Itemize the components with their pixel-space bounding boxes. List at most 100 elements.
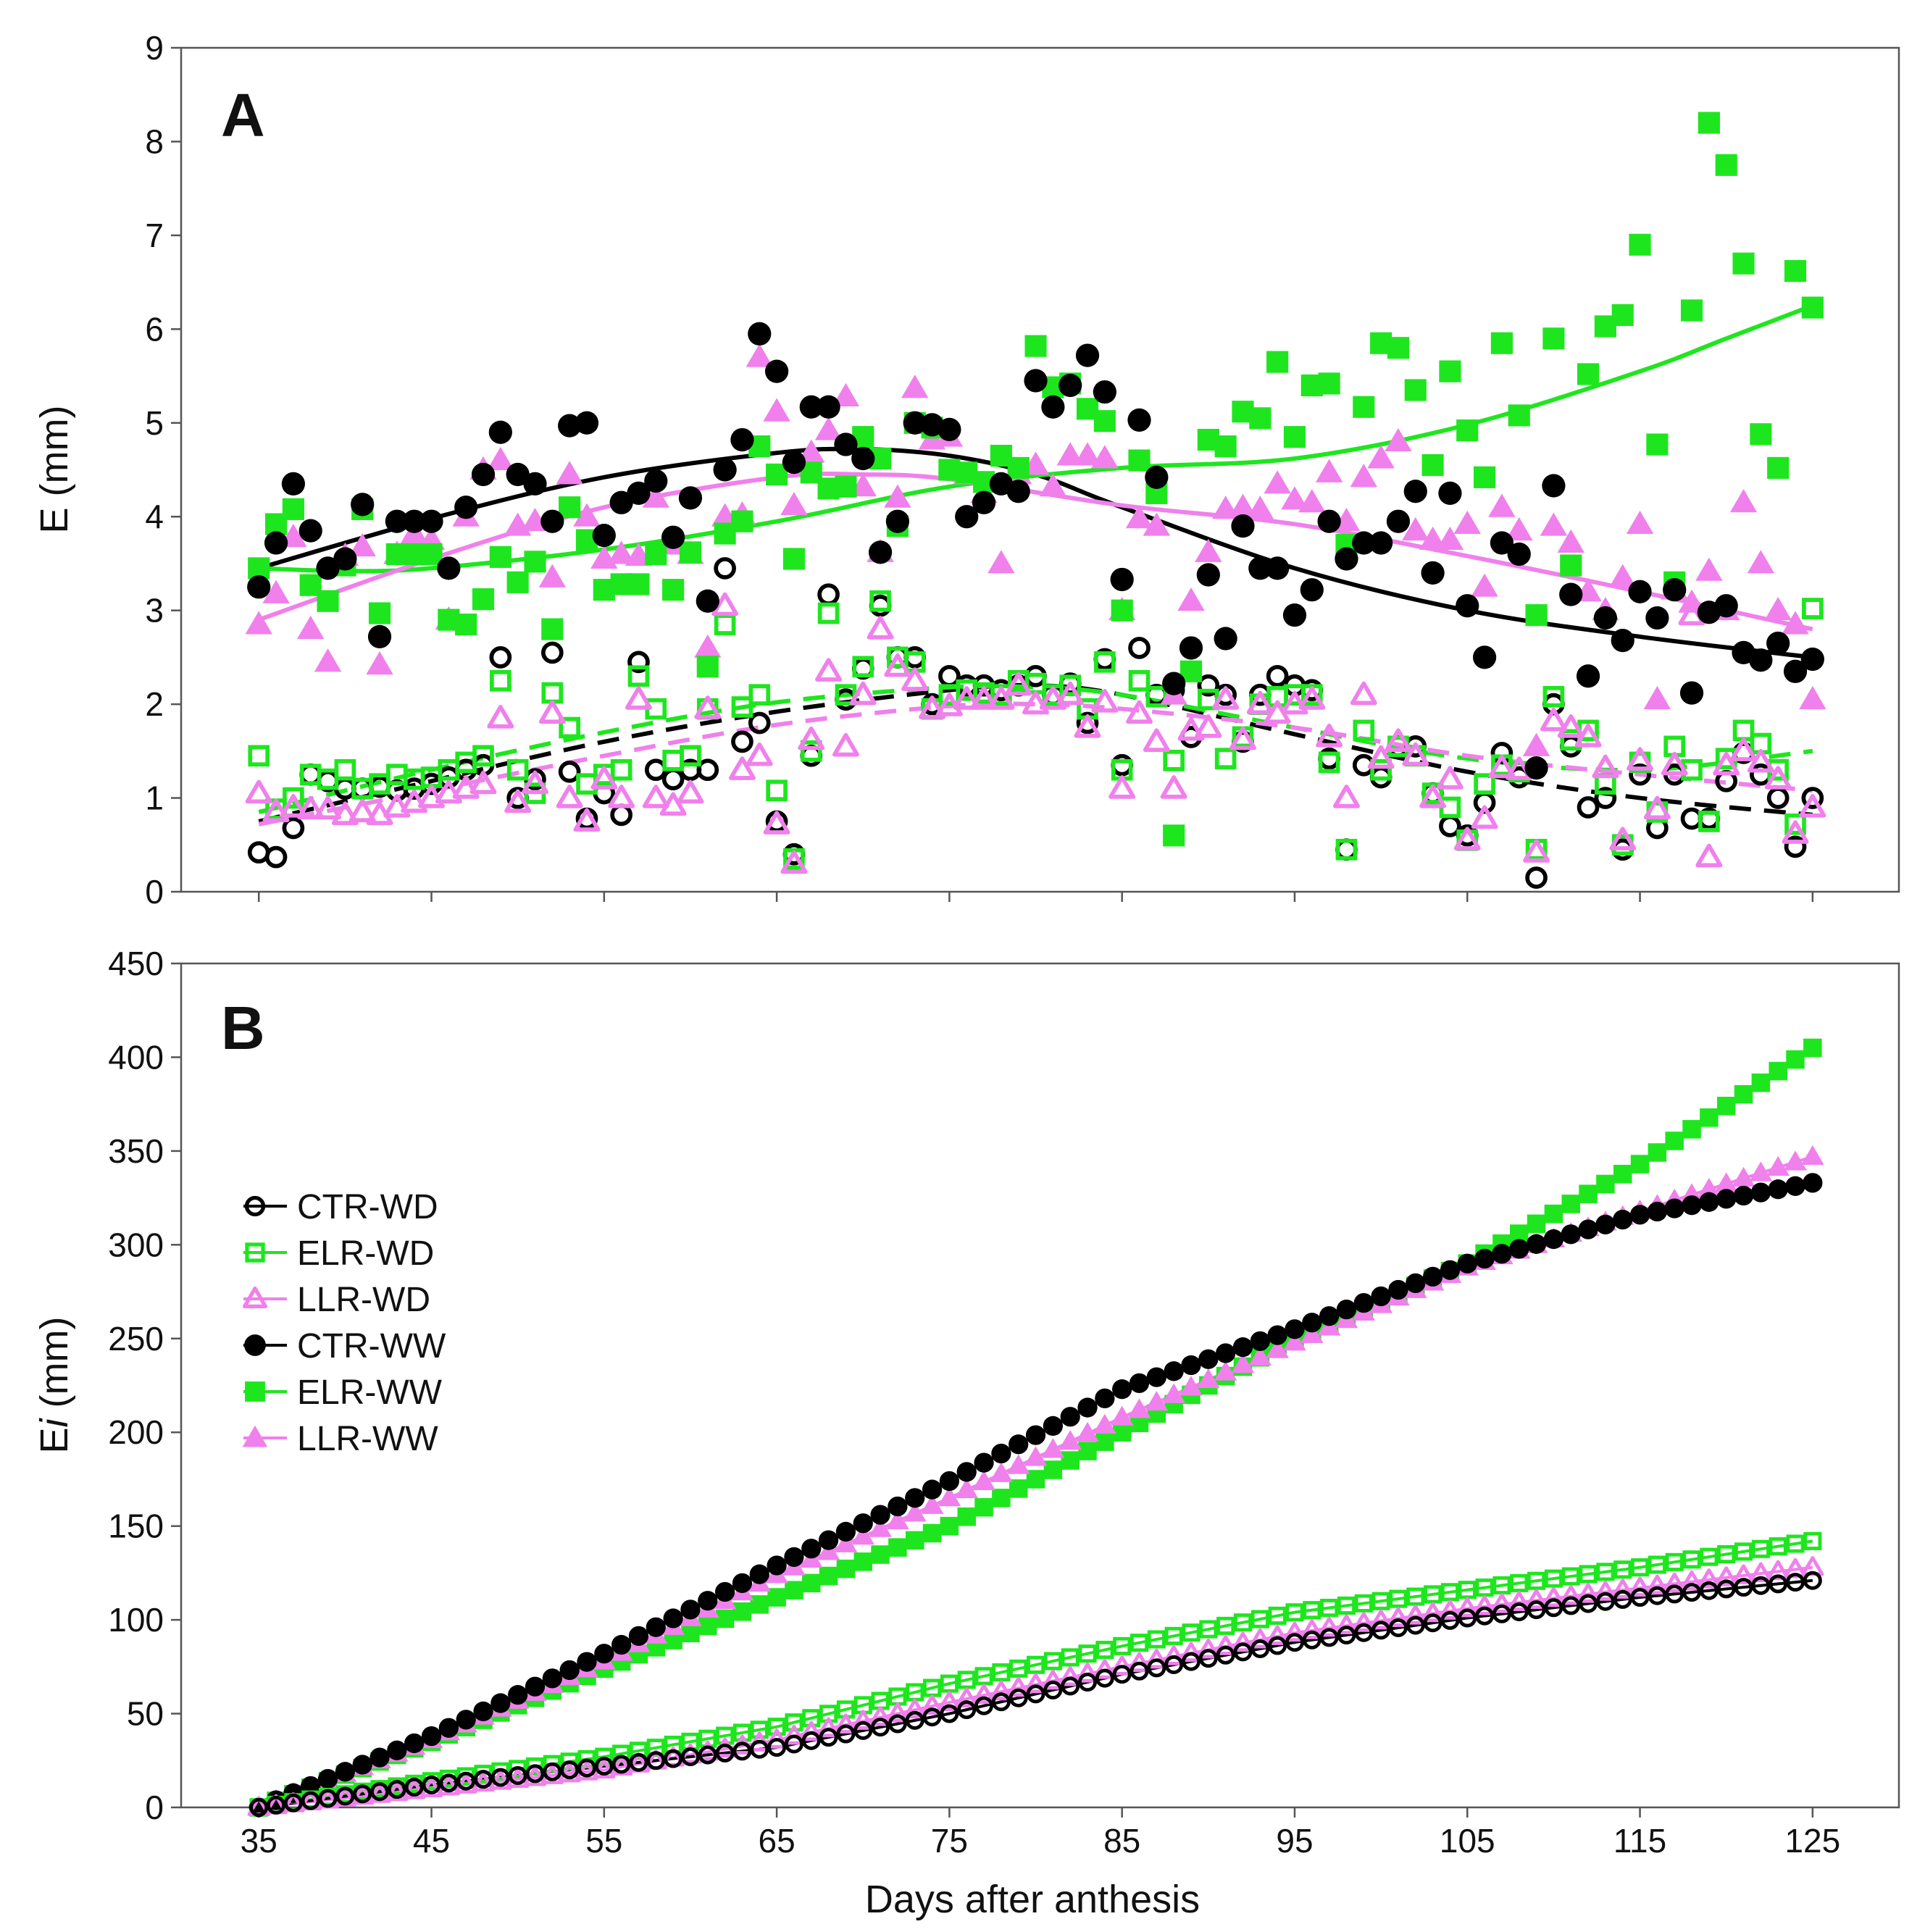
- point-elr-wd: [1802, 598, 1824, 619]
- point-ctr-ww: [1024, 369, 1048, 393]
- point-elr-wd: [1199, 1620, 1218, 1639]
- point-ctr-ww: [1043, 1415, 1064, 1437]
- point-llr-wd: [610, 1755, 633, 1776]
- point-llr-wd: [1197, 1638, 1220, 1659]
- point-llr-wd: [1732, 1564, 1755, 1584]
- point-elr-wd: [1784, 813, 1806, 835]
- point-llr-ww: [1609, 564, 1637, 587]
- point-elr-ww: [1629, 233, 1651, 256]
- panel-a-frame: [180, 46, 1900, 893]
- point-elr-wd: [1751, 1539, 1770, 1558]
- point-ctr-ww: [748, 322, 772, 346]
- point-ctr-ww: [1524, 756, 1548, 780]
- point-elr-wd: [731, 696, 753, 718]
- point-ctr-ww: [1129, 1373, 1150, 1394]
- point-elr-wd: [957, 1670, 976, 1689]
- point-elr-wd: [1717, 1544, 1736, 1564]
- point-llr-wd: [1214, 1635, 1237, 1655]
- point-ctr-ww: [419, 509, 443, 533]
- panel-b-x-tick-label: 75: [931, 1822, 968, 1860]
- point-ctr-wd: [1095, 1668, 1114, 1688]
- point-ctr-wd: [611, 1755, 631, 1774]
- point-ctr-wd: [801, 1731, 821, 1750]
- point-llr-ww: [1091, 445, 1119, 469]
- point-elr-wd: [1095, 1640, 1114, 1660]
- point-elr-wd: [732, 1723, 751, 1742]
- point-ctr-ww: [454, 495, 478, 519]
- point-llr-wd: [746, 742, 773, 766]
- point-llr-wd: [1056, 681, 1084, 706]
- point-llr-ww: [1782, 611, 1809, 635]
- point-ctr-ww: [1613, 1210, 1633, 1230]
- point-elr-ww: [1611, 304, 1634, 326]
- point-llr-wd: [1127, 1652, 1151, 1673]
- point-elr-ww: [1734, 1084, 1753, 1104]
- point-llr-wd: [1074, 714, 1101, 738]
- point-ctr-ww: [1406, 1273, 1426, 1294]
- legend-item-llr-wd: LLR-WD: [242, 1281, 430, 1319]
- point-ctr-wd: [1266, 664, 1289, 687]
- point-ctr-wd: [422, 1775, 441, 1794]
- point-elr-wd: [1510, 1573, 1529, 1592]
- point-ctr-ww: [1472, 645, 1497, 669]
- point-ctr-ww: [1800, 647, 1824, 672]
- point-llr-ww: [607, 540, 635, 564]
- point-ctr-ww: [1077, 1397, 1098, 1418]
- point-llr-wd: [1283, 1621, 1306, 1642]
- point-elr-ww: [1421, 453, 1444, 477]
- panel-b-points: [247, 1038, 1824, 1818]
- point-ctr-ww: [1509, 1239, 1529, 1259]
- point-elr-ww: [681, 1623, 700, 1642]
- point-elr-wd: [1371, 1592, 1390, 1610]
- point-ctr-ww: [1645, 606, 1669, 630]
- point-elr-ww: [1542, 327, 1565, 350]
- point-ctr-ww: [628, 1626, 649, 1647]
- point-elr-wd: [1698, 811, 1720, 832]
- point-elr-ww: [1214, 435, 1237, 458]
- point-llr-wd: [348, 798, 376, 823]
- point-llr-wd: [659, 792, 687, 816]
- point-llr-ww: [1488, 493, 1516, 517]
- point-llr-ww: [1714, 1172, 1738, 1192]
- point-ctr-wd: [957, 1700, 977, 1720]
- panel-b-x-tick-label: 125: [1784, 1822, 1840, 1860]
- point-llr-ww: [1729, 489, 1758, 513]
- point-ctr-ww: [1025, 1425, 1046, 1445]
- point-llr-wd: [575, 1760, 598, 1781]
- point-llr-ww: [1801, 1145, 1824, 1166]
- point-elr-wd: [1458, 1581, 1477, 1599]
- point-llr-wd: [711, 592, 739, 616]
- point-ctr-wd: [1302, 1630, 1321, 1649]
- series-llr-wd: [245, 592, 1826, 874]
- legend-marker-elr-ww: [245, 1381, 265, 1402]
- point-llr-wd: [297, 795, 325, 820]
- point-elr-ww: [905, 1531, 924, 1550]
- point-ctr-wd: [1527, 1600, 1546, 1620]
- panel-a-y-tick-label: 2: [145, 685, 164, 723]
- point-llr-ww: [487, 446, 514, 471]
- point-llr-ww: [1162, 1383, 1186, 1403]
- point-llr-wd: [763, 811, 790, 835]
- point-llr-wd: [331, 801, 359, 825]
- point-elr-ww: [1716, 1096, 1736, 1116]
- point-elr-ww: [1648, 1143, 1667, 1162]
- point-elr-ww: [1525, 604, 1548, 627]
- point-elr-ww: [715, 1609, 735, 1628]
- point-elr-wd: [1214, 748, 1237, 770]
- point-llr-ww: [1385, 427, 1412, 452]
- point-llr-ww: [1229, 493, 1257, 517]
- point-llr-wd: [1663, 1572, 1686, 1593]
- point-ctr-wd: [1250, 1639, 1270, 1658]
- point-elr-wd: [1700, 1547, 1719, 1566]
- point-llr-ww: [814, 417, 843, 440]
- point-ctr-ww: [627, 481, 651, 505]
- point-elr-ww: [541, 618, 564, 640]
- point-ctr-wd: [1061, 1676, 1080, 1696]
- point-ctr-ww: [1231, 514, 1255, 538]
- point-elr-ww: [627, 573, 650, 595]
- point-elr-ww: [1007, 456, 1030, 479]
- point-llr-wd: [1540, 707, 1567, 732]
- point-elr-wd: [974, 1667, 993, 1686]
- point-llr-ww: [1643, 685, 1671, 710]
